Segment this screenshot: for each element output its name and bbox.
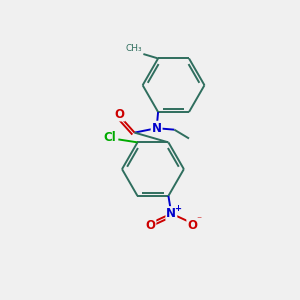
Text: N: N: [166, 207, 176, 220]
Text: +: +: [174, 204, 181, 213]
Text: Cl: Cl: [103, 131, 116, 144]
Text: O: O: [187, 219, 197, 232]
Text: O: O: [146, 219, 156, 232]
Text: ⁻: ⁻: [196, 215, 201, 225]
Text: CH₃: CH₃: [125, 44, 142, 52]
Text: N: N: [152, 122, 162, 135]
Text: O: O: [115, 108, 125, 121]
